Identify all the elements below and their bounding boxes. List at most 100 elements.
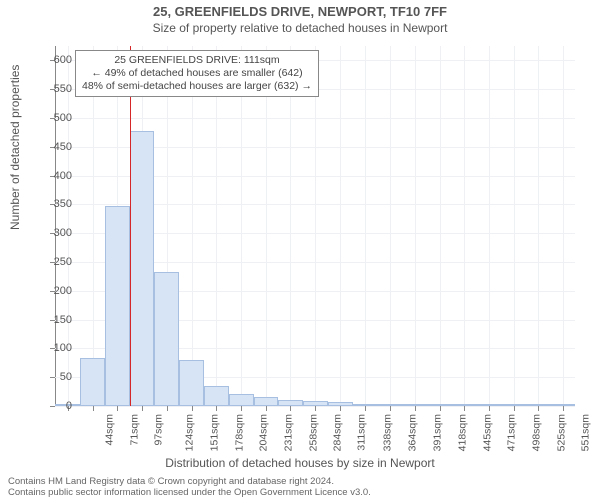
xtick-label: 391sqm — [431, 414, 443, 451]
xtick-label: 525sqm — [555, 414, 567, 451]
ytick-label: 600 — [32, 54, 72, 66]
xtick-mark — [563, 406, 564, 411]
xtick-mark — [192, 406, 193, 411]
xtick-label: 231sqm — [283, 414, 295, 451]
xtick-mark — [315, 406, 316, 411]
gridline-v — [390, 46, 391, 406]
xtick-mark — [489, 406, 490, 411]
histogram-bar — [303, 401, 328, 406]
ytick-label: 500 — [32, 112, 72, 124]
xtick-label: 97sqm — [153, 414, 165, 446]
xtick-label: 364sqm — [406, 414, 418, 451]
y-axis-label: Number of detached properties — [8, 65, 22, 230]
histogram-bar — [353, 404, 378, 406]
ytick-label: 100 — [32, 342, 72, 354]
gridline-v — [440, 46, 441, 406]
gridline-v — [315, 46, 316, 406]
histogram-bar — [130, 131, 154, 406]
xtick-mark — [290, 406, 291, 411]
histogram-bar — [378, 404, 403, 406]
histogram-bar — [204, 386, 229, 406]
histogram-bar — [229, 394, 254, 406]
ytick-label: 0 — [32, 400, 72, 412]
ytick-label: 200 — [32, 285, 72, 297]
histogram-bar — [403, 404, 428, 406]
gridline-v — [538, 46, 539, 406]
xtick-mark — [390, 406, 391, 411]
ytick-label: 50 — [32, 371, 72, 383]
xtick-label: 258sqm — [308, 414, 320, 451]
gridline-v — [340, 46, 341, 406]
xtick-label: 338sqm — [382, 414, 394, 451]
xtick-mark — [216, 406, 217, 411]
gridline-v — [365, 46, 366, 406]
gridline-v — [464, 46, 465, 406]
histogram-bar — [501, 404, 526, 406]
xtick-label: 418sqm — [456, 414, 468, 451]
gridline-v — [192, 46, 193, 406]
legend-line-1: 25 GREENFIELDS DRIVE: 111sqm — [82, 54, 312, 67]
gridline-v — [241, 46, 242, 406]
xtick-label: 471sqm — [505, 414, 517, 451]
xtick-mark — [514, 406, 515, 411]
gridline-v — [415, 46, 416, 406]
xtick-mark — [340, 406, 341, 411]
xtick-label: 311sqm — [356, 414, 368, 451]
gridline-v — [216, 46, 217, 406]
xtick-label: 445sqm — [481, 414, 493, 451]
histogram-bar — [428, 404, 452, 406]
xtick-label: 44sqm — [103, 414, 115, 446]
xtick-mark — [538, 406, 539, 411]
histogram-bar — [278, 400, 303, 406]
legend-line-2: ← 49% of detached houses are smaller (64… — [82, 67, 312, 80]
xtick-mark — [266, 406, 267, 411]
ytick-label: 150 — [32, 314, 72, 326]
xtick-mark — [241, 406, 242, 411]
attribution-line-2: Contains public sector information licen… — [8, 488, 371, 498]
xtick-label: 151sqm — [209, 414, 221, 451]
xtick-mark — [365, 406, 366, 411]
ytick-label: 350 — [32, 198, 72, 210]
gridline-v — [563, 46, 564, 406]
xtick-mark — [167, 406, 168, 411]
ytick-label: 300 — [32, 227, 72, 239]
histogram-bar — [179, 360, 204, 406]
histogram-bar — [452, 404, 477, 406]
histogram-bar — [154, 272, 179, 406]
xtick-mark — [415, 406, 416, 411]
histogram-bar — [80, 358, 105, 406]
xtick-label: 498sqm — [530, 414, 542, 451]
ytick-label: 450 — [32, 141, 72, 153]
ytick-label: 550 — [32, 83, 72, 95]
xtick-label: 204sqm — [258, 414, 270, 451]
legend-box: 25 GREENFIELDS DRIVE: 111sqm ← 49% of de… — [75, 50, 319, 97]
histogram-bar — [328, 402, 352, 406]
gridline-v — [93, 46, 94, 406]
histogram-bar — [254, 397, 278, 406]
legend-line-3: 48% of semi-detached houses are larger (… — [82, 80, 312, 93]
xtick-label: 178sqm — [234, 414, 246, 451]
ytick-label: 400 — [32, 170, 72, 182]
xtick-label: 551sqm — [579, 414, 591, 451]
attribution-line-1: Contains HM Land Registry data © Crown c… — [8, 477, 371, 487]
attribution: Contains HM Land Registry data © Crown c… — [8, 477, 371, 498]
gridline-v — [514, 46, 515, 406]
histogram-bar — [477, 404, 501, 406]
gridline-v — [266, 46, 267, 406]
ytick-label: 250 — [32, 256, 72, 268]
xtick-mark — [142, 406, 143, 411]
histogram-bar — [526, 404, 551, 406]
histogram-bar — [551, 404, 575, 406]
gridline-v — [489, 46, 490, 406]
plot-area: 25 GREENFIELDS DRIVE: 111sqm ← 49% of de… — [55, 46, 575, 406]
gridline-v — [290, 46, 291, 406]
xtick-mark — [117, 406, 118, 411]
chart-title: 25, GREENFIELDS DRIVE, NEWPORT, TF10 7FF — [0, 4, 600, 19]
xtick-mark — [93, 406, 94, 411]
xtick-label: 124sqm — [183, 414, 195, 451]
xtick-mark — [464, 406, 465, 411]
xtick-mark — [440, 406, 441, 411]
chart-subtitle: Size of property relative to detached ho… — [0, 21, 600, 35]
x-axis-label: Distribution of detached houses by size … — [0, 456, 600, 470]
reference-line — [130, 46, 131, 406]
